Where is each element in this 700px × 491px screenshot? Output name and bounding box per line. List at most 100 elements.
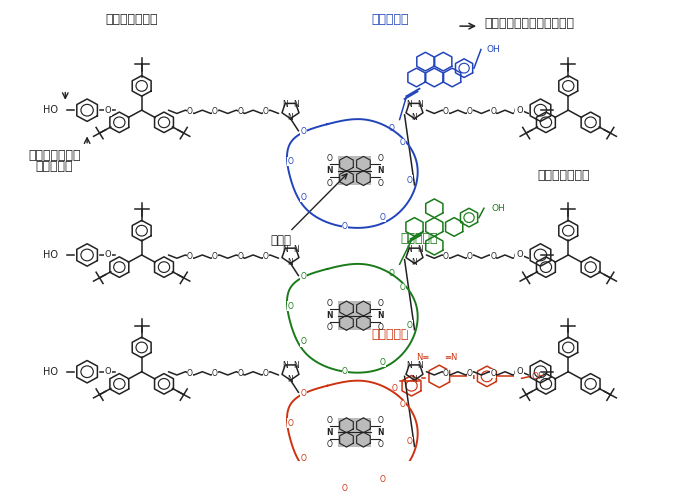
Text: N: N [326,428,332,437]
Text: N: N [406,100,412,109]
Text: O: O [342,484,348,491]
Text: O: O [300,389,307,398]
Text: O: O [400,138,405,147]
Text: O: O [377,324,384,332]
Text: 緑色蛍光団: 緑色蛍光団 [400,232,438,245]
Text: O: O [327,179,332,188]
Text: O: O [104,106,111,115]
Text: O: O [237,252,244,261]
Text: HO: HO [43,250,58,260]
Text: O: O [342,367,348,376]
Text: O: O [517,106,523,115]
Text: O: O [467,252,473,261]
Text: O: O [490,369,496,378]
Text: O: O [212,252,218,261]
Text: 青色蛍光団: 青色蛍光団 [371,13,408,26]
Text: O: O [443,108,449,116]
Text: O: O [467,108,473,116]
Text: N≡: N≡ [416,353,429,362]
Text: N: N [417,245,423,253]
Text: ここに高分子鎖を導入する: ここに高分子鎖を導入する [484,17,574,30]
Text: N: N [293,100,299,109]
Bar [338,418,372,447]
Text: N: N [288,375,293,384]
Text: O: O [400,400,405,409]
Text: O: O [389,269,395,278]
Text: O: O [300,127,307,136]
Text: N: N [293,245,299,253]
Text: O: O [104,367,111,376]
Text: N: N [412,375,417,384]
Text: O: O [288,419,293,428]
Text: N: N [406,245,412,253]
Text: O: O [300,192,307,202]
Bar [338,156,372,186]
Text: O: O [263,369,269,378]
Text: O: O [263,108,269,116]
Text: O: O [407,437,412,446]
Text: O: O [377,179,384,188]
Text: N: N [406,361,412,370]
Text: O: O [443,369,449,378]
Text: O: O [288,302,293,311]
Text: ストッパー部位: ストッパー部位 [537,169,589,182]
Text: O: O [407,321,412,329]
Text: N: N [412,258,417,267]
Text: O: O [514,108,519,116]
Text: O: O [467,369,473,378]
Text: O: O [514,252,519,261]
Text: O: O [187,252,192,261]
Text: ≡N: ≡N [444,353,458,362]
Text: N: N [417,361,423,370]
Text: N: N [377,428,384,437]
Text: HO: HO [43,367,58,377]
Text: O: O [380,213,386,222]
Text: N: N [288,113,293,122]
Text: OH: OH [492,204,505,213]
Text: N: N [282,361,288,370]
Text: O: O [263,252,269,261]
Text: N: N [293,361,299,370]
Text: N: N [326,166,332,175]
Text: O: O [327,299,332,308]
Text: O: O [212,369,218,378]
Text: N: N [412,113,417,122]
Text: O: O [187,369,192,378]
Text: O: O [490,108,496,116]
Text: N: N [288,258,293,267]
Text: O: O [327,416,332,425]
Text: N: N [417,100,423,109]
Text: O: O [377,416,384,425]
Text: を導入する: を導入する [36,160,73,173]
Text: O: O [407,176,412,185]
Text: O: O [187,108,192,116]
Text: O: O [517,250,523,259]
Text: O: O [300,272,307,281]
Text: O: O [377,154,384,164]
Text: O: O [377,299,384,308]
Text: N: N [377,311,384,320]
Text: OH: OH [487,45,500,54]
Text: O: O [490,252,496,261]
Text: O: O [443,252,449,261]
Text: O: O [514,369,519,378]
Text: 消光団: 消光団 [270,174,347,247]
Text: O: O [327,440,332,449]
Text: N: N [377,166,384,175]
Text: O: O [300,454,307,463]
Text: O: O [212,108,218,116]
Text: O: O [327,154,332,164]
Text: N: N [282,245,288,253]
Text: O: O [389,124,395,134]
Text: O: O [517,367,523,376]
Text: O: O [237,108,244,116]
Bar [338,301,372,330]
Text: 橙色蛍光団: 橙色蛍光団 [371,328,408,341]
Text: HO: HO [43,105,58,115]
Text: N: N [514,369,522,378]
Text: O: O [327,324,332,332]
Text: ここに高分子鎖: ここに高分子鎖 [28,148,80,162]
Text: O: O [380,475,386,484]
Text: O: O [377,440,384,449]
Text: O: O [300,337,307,346]
